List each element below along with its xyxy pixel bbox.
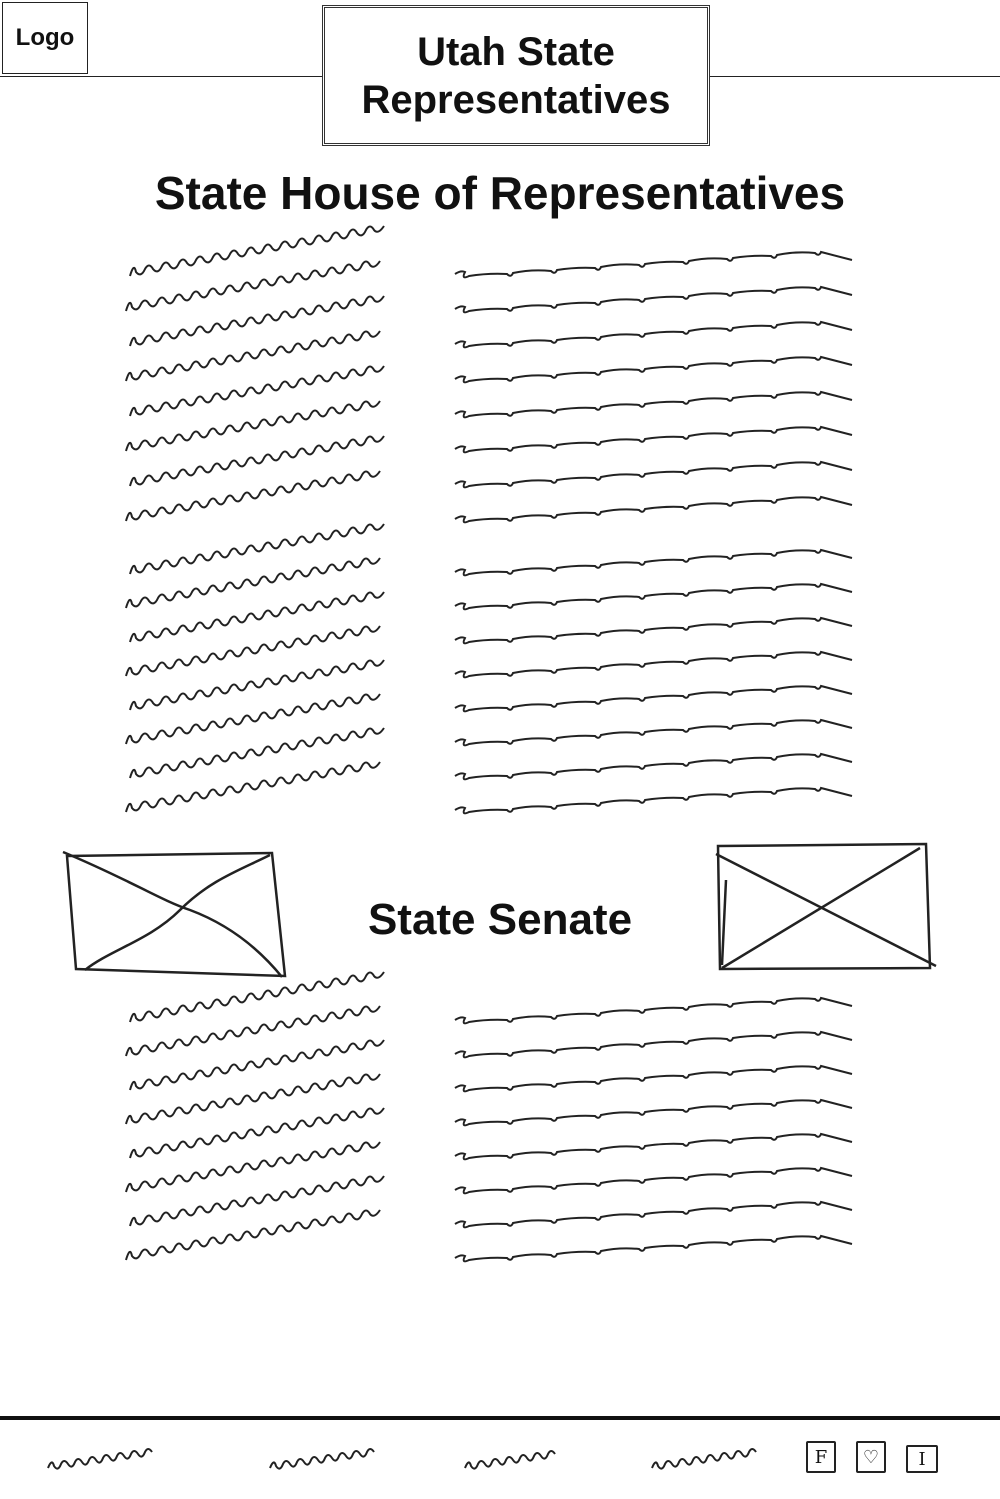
instagram-glyph: ♡ [862, 1446, 880, 1468]
house-member-b-name-3 [129, 591, 385, 643]
header-divider-left [0, 76, 322, 77]
facebook-icon[interactable]: F [806, 1441, 836, 1473]
site-title-line1: Utah State [417, 29, 615, 74]
header-divider-right [710, 76, 1000, 77]
senate-member-detail-7 [454, 1200, 853, 1229]
house-member-b-detail-5 [454, 684, 853, 713]
footer-link-1[interactable] [47, 1448, 153, 1470]
senate-member-detail-6 [454, 1166, 853, 1195]
senate-section-heading: State Senate [367, 895, 633, 944]
instagram-icon[interactable]: ♡ [856, 1441, 886, 1473]
house-member-b-detail-3 [454, 616, 853, 645]
house-member-b-name-6 [125, 693, 381, 745]
house-member-a-name-6 [125, 400, 381, 452]
house-member-b-name-4 [125, 625, 381, 677]
house-member-b-detail-7 [454, 752, 853, 781]
house-section-heading: State House of Representatives [154, 167, 846, 219]
senate-member-detail-4 [454, 1098, 853, 1127]
house-member-a-detail-8 [454, 495, 853, 524]
footer-link-2[interactable] [269, 1448, 375, 1470]
site-title: Utah State Representatives [322, 5, 710, 146]
house-member-a-detail-6 [454, 425, 853, 454]
house-member-a-name-8 [125, 470, 381, 522]
house-member-a-name-2 [125, 260, 381, 312]
senate-member-name-3 [129, 1039, 385, 1091]
senate-member-name-7 [129, 1175, 385, 1227]
senate-member-name-5 [129, 1107, 385, 1159]
house-member-b-name-2 [125, 557, 381, 609]
twitter-icon[interactable]: I [906, 1445, 938, 1473]
house-member-list-2 [125, 523, 853, 815]
house-member-a-detail-7 [454, 460, 853, 489]
house-member-a-name-3 [129, 295, 385, 347]
footer-link-4[interactable] [651, 1448, 757, 1470]
footer-link-3[interactable] [464, 1450, 556, 1470]
facebook-glyph: F [814, 1446, 828, 1468]
house-member-b-name-8 [125, 761, 381, 813]
house-member-a-detail-5 [454, 390, 853, 419]
footer-divider [0, 1416, 1000, 1420]
house-member-a-name-7 [129, 435, 385, 487]
house-member-b-detail-2 [454, 582, 853, 611]
twitter-glyph: I [918, 1448, 926, 1470]
house-member-b-detail-1 [454, 548, 853, 577]
senate-member-detail-5 [454, 1132, 853, 1161]
senate-member-name-1 [129, 971, 385, 1023]
senate-member-name-4 [125, 1073, 381, 1125]
house-member-a-detail-1 [454, 250, 853, 279]
house-member-b-name-1 [129, 523, 385, 575]
house-member-a-detail-3 [454, 320, 853, 349]
house-member-b-detail-6 [454, 718, 853, 747]
house-member-a-name-5 [129, 365, 385, 417]
logo-label: Logo [15, 24, 75, 51]
senate-member-name-2 [125, 1005, 381, 1057]
senate-member-name-8 [125, 1209, 381, 1261]
house-member-a-detail-2 [454, 285, 853, 314]
house-member-a-name-4 [125, 330, 381, 382]
house-member-b-name-7 [129, 727, 385, 779]
senate-member-detail-3 [454, 1064, 853, 1093]
senate-member-detail-2 [454, 1030, 853, 1059]
image-placeholder-left [62, 850, 287, 978]
senate-member-detail-8 [454, 1234, 853, 1263]
footer-links [47, 1448, 757, 1470]
site-title-line2: Representatives [361, 77, 671, 122]
senate-member-detail-1 [454, 996, 853, 1025]
image-placeholder-right [715, 842, 937, 971]
house-member-list-1 [125, 225, 853, 524]
house-member-a-detail-4 [454, 355, 853, 384]
senate-member-list [125, 971, 853, 1263]
house-member-b-detail-4 [454, 650, 853, 679]
senate-member-name-6 [125, 1141, 381, 1193]
house-member-a-name-1 [129, 225, 385, 277]
house-member-b-detail-8 [454, 786, 853, 815]
logo[interactable]: Logo [2, 2, 88, 74]
house-member-b-name-5 [129, 659, 385, 711]
